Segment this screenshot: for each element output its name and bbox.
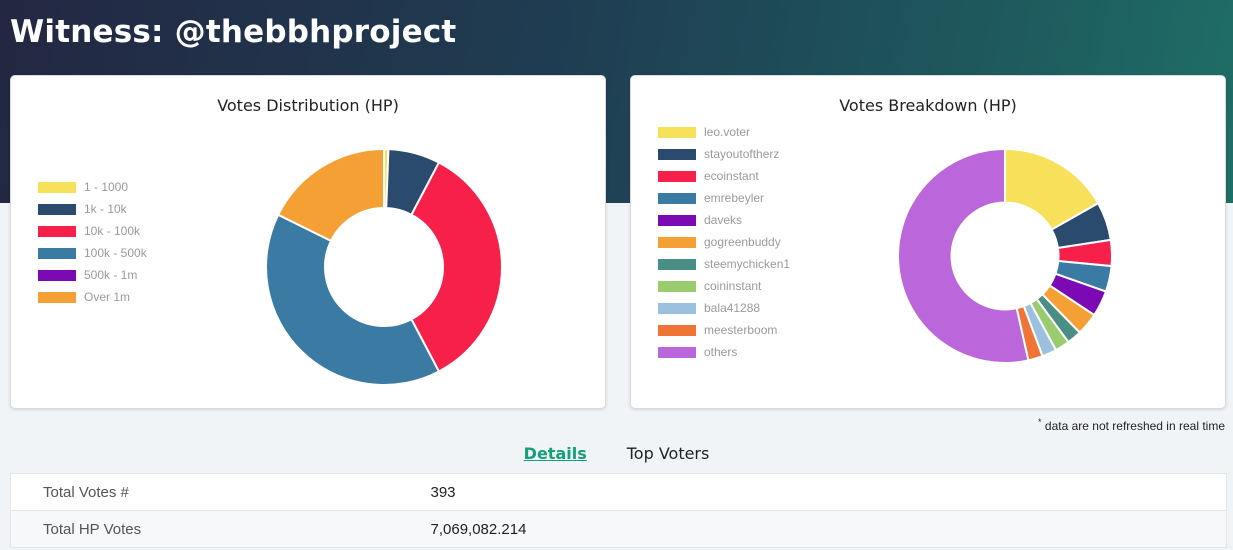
legend-label: 100k - 500k [84, 246, 147, 260]
legend-label: others [704, 345, 738, 359]
chart-legend: 1 - 1000 1k - 10k 10k - 100k 100k - 500k 500… [38, 176, 147, 308]
donut-slice-over-1m[interactable] [276, 147, 385, 243]
row-value: 393 [430, 483, 456, 501]
legend-item[interactable]: stayoutoftherz [658, 143, 790, 165]
legend-swatch [38, 269, 76, 281]
legend-item[interactable]: emrebeyler [658, 187, 790, 209]
legend-label: 1k - 10k [84, 202, 127, 216]
row-label: Total HP Votes [43, 520, 142, 538]
legend-item[interactable]: coininstant [658, 275, 790, 297]
legend-label: stayoutoftherz [704, 147, 780, 161]
legend-swatch [38, 291, 76, 303]
card-title: Votes Distribution (HP) [217, 96, 399, 115]
chart-legend: leo.voter stayoutoftherz ecoinstant emrebey… [658, 121, 790, 363]
legend-label: emrebeyler [704, 191, 765, 205]
legend-item[interactable]: others [658, 341, 790, 363]
legend-item[interactable]: steemychicken1 [658, 253, 790, 275]
legend-label: Over 1m [84, 290, 131, 304]
legend-label: steemychicken1 [704, 257, 791, 271]
legend-label: 10k - 100k [84, 224, 141, 238]
legend-item[interactable]: gogreenbuddy [658, 231, 790, 253]
legend-label: 1 - 1000 [84, 180, 129, 194]
legend-swatch [658, 148, 696, 160]
card-title: Votes Breakdown (HP) [839, 96, 1017, 115]
votes-distribution-donut-chart [265, 147, 503, 386]
legend-swatch [658, 346, 696, 358]
legend-label: coininstant [704, 279, 762, 293]
legend-swatch [658, 192, 696, 204]
legend-swatch [658, 280, 696, 292]
legend-swatch [38, 203, 76, 215]
votes-distribution-card: Votes Distribution (HP) 1 - 1000 1k - 10k… [10, 75, 606, 409]
legend-swatch [658, 214, 696, 226]
donut-slice-100k-500k[interactable] [265, 213, 441, 386]
table-row: Total Votes # 393 [10, 474, 1227, 511]
table-row: Total HP Votes 7,069,082.214 [10, 510, 1227, 548]
legend-item[interactable]: leo.voter [658, 121, 790, 143]
legend-item[interactable]: daveks [658, 209, 790, 231]
legend-label: bala41288 [704, 301, 761, 315]
refresh-note: * data are not refreshed in real time [1038, 417, 1225, 433]
legend-swatch [38, 225, 76, 237]
row-label: Total Votes # [43, 483, 129, 501]
legend-swatch [38, 181, 76, 193]
legend-item[interactable]: 500k - 1m [38, 264, 147, 286]
legend-item[interactable]: 10k - 100k [38, 220, 147, 242]
legend-swatch [658, 170, 696, 182]
legend-item[interactable]: 1 - 1000 [38, 176, 147, 198]
legend-swatch [658, 126, 696, 138]
legend-swatch [658, 258, 696, 270]
legend-item[interactable]: meesterboom [658, 319, 790, 341]
legend-label: leo.voter [704, 125, 751, 139]
votes-breakdown-donut-chart [897, 147, 1113, 364]
legend-swatch [38, 247, 76, 259]
legend-item[interactable]: Over 1m [38, 286, 147, 308]
details-table: Total Votes # 393 Total HP Votes 7,069,0… [10, 473, 1227, 548]
legend-swatch [658, 302, 696, 314]
legend-label: meesterboom [704, 323, 778, 337]
legend-swatch [658, 236, 696, 248]
donut-slice-10k-100k[interactable] [410, 161, 503, 373]
legend-item[interactable]: 100k - 500k [38, 242, 147, 264]
legend-label: ecoinstant [704, 169, 759, 183]
legend-label: daveks [704, 213, 743, 227]
legend-item[interactable]: ecoinstant [658, 165, 790, 187]
asterisk: * [1038, 417, 1042, 427]
votes-breakdown-card: Votes Breakdown (HP) leo.voter stayoutoft… [630, 75, 1226, 409]
donut-slice-others[interactable] [897, 147, 1030, 364]
legend-label: 500k - 1m [84, 268, 138, 282]
tab-top-voters[interactable]: Top Voters [626, 444, 710, 463]
row-value: 7,069,082.214 [430, 520, 527, 538]
note-text: data are not refreshed in real time [1041, 419, 1225, 433]
tab-bar: Details Top Voters [0, 444, 1233, 463]
legend-label: gogreenbuddy [704, 235, 781, 249]
page-title: Witness: @thebbhproject [10, 14, 457, 50]
legend-item[interactable]: bala41288 [658, 297, 790, 319]
tab-details[interactable]: Details [523, 444, 587, 463]
legend-swatch [658, 324, 696, 336]
legend-item[interactable]: 1k - 10k [38, 198, 147, 220]
